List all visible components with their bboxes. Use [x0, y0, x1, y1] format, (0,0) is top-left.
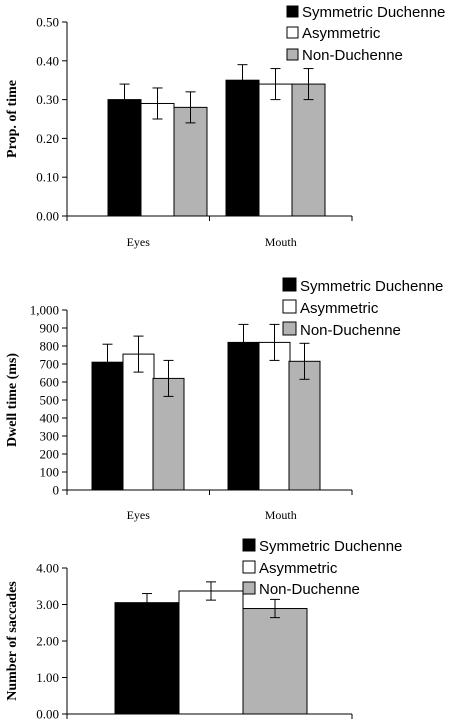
y-tick-label: 0.00 — [36, 209, 59, 224]
bar-asymmetric-1 — [122, 353, 155, 491]
bar-symmetric-duchenne-2 — [227, 341, 260, 491]
legend-label: Non-Duchenne — [259, 581, 360, 598]
category-label: Mouth — [265, 235, 297, 249]
legend-label: Non-Duchenne — [300, 322, 401, 339]
y-tick-label: 600 — [40, 375, 60, 390]
legend-swatch — [242, 538, 256, 552]
y-tick-label: 2.00 — [36, 634, 59, 649]
y-tick-label: 3.00 — [36, 597, 59, 612]
legend: Symmetric Duchenne Asymmetric Non-Duchenne — [282, 277, 443, 339]
y-tick-label: 0.00 — [36, 707, 59, 722]
y-tick-label: 100 — [40, 465, 60, 480]
legend-swatch — [282, 321, 297, 336]
bar-non-duchenne-1 — [173, 106, 208, 217]
chart-panel-1: 0.00 0.10 0.20 0.30 0.40 0.50 Eyes Mouth Prop. o… — [5, 4, 445, 249]
bar-non-duchenne-1 — [152, 377, 185, 491]
legend-swatch — [242, 581, 256, 595]
legend-label: Symmetric Duchenne — [300, 278, 443, 295]
legend-label: Non-Duchenne — [302, 47, 403, 64]
bar-asymmetric-1 — [178, 590, 244, 715]
bar-symmetric-duchenne-2 — [225, 79, 260, 217]
category-label: Eyes — [127, 508, 151, 522]
legend: Symmetric Duchenne Asymmetric Non-Duchenne — [242, 538, 402, 598]
y-tick-label: 200 — [40, 447, 60, 462]
bar-non-duchenne-2 — [288, 360, 321, 491]
legend-label: Symmetric Duchenne — [302, 4, 445, 21]
y-tick-label: 4.00 — [36, 561, 59, 576]
bar-symmetric-duchenne-1 — [114, 602, 180, 715]
legend-swatch — [282, 299, 297, 314]
chart-panel-3: 0.00 1.00 2.00 3.00 4.00 Number of saccades Sy… — [5, 538, 402, 722]
bar-asymmetric-1 — [140, 102, 175, 217]
y-tick-label: 0 — [53, 483, 60, 498]
y-tick-label: 800 — [40, 339, 60, 354]
bar-asymmetric-2 — [258, 83, 293, 217]
y-tick-label: 500 — [40, 393, 60, 408]
bar-asymmetric-2 — [258, 341, 291, 491]
bar-non-duchenne-2 — [291, 83, 326, 217]
y-axis-title: Number of saccades — [5, 581, 20, 701]
legend-swatch — [286, 48, 299, 61]
legend-swatch — [282, 277, 297, 292]
legend-label: Symmetric Duchenne — [259, 538, 402, 555]
y-tick-label: 900 — [40, 321, 60, 336]
bar-non-duchenne-1 — [242, 608, 308, 715]
legend-label: Asymmetric — [300, 300, 379, 317]
legend-swatch — [286, 5, 299, 18]
category-label: Eyes — [127, 235, 151, 249]
chart-panel-2: 0 100 200 300 400 500 600 700 800 900 1,000 Eyes Mou… — [5, 277, 443, 522]
legend-swatch — [286, 26, 299, 39]
legend-label: Asymmetric — [259, 560, 338, 577]
y-tick-label: 0.10 — [36, 170, 59, 185]
y-axis-title: Dwell time (ms) — [5, 353, 20, 447]
y-tick-label: 400 — [40, 411, 60, 426]
y-tick-label: 0.30 — [36, 92, 59, 107]
y-tick-label: 0.50 — [36, 15, 59, 30]
y-tick-label: 1,000 — [30, 303, 59, 318]
bar-symmetric-duchenne-1 — [107, 99, 142, 217]
y-tick-label: 300 — [40, 429, 60, 444]
y-tick-label: 1.00 — [36, 670, 59, 685]
bar-symmetric-duchenne-1 — [91, 361, 124, 491]
legend: Symmetric Duchenne Asymmetric Non-Duchenne — [286, 4, 445, 64]
y-tick-label: 0.40 — [36, 53, 59, 68]
category-label: Mouth — [265, 508, 297, 522]
y-tick-label: 700 — [40, 357, 60, 372]
y-tick-label: 0.20 — [36, 131, 59, 146]
legend-label: Asymmetric — [302, 25, 381, 42]
legend-swatch — [242, 560, 256, 574]
y-axis-title: Prop. of time — [5, 80, 20, 158]
